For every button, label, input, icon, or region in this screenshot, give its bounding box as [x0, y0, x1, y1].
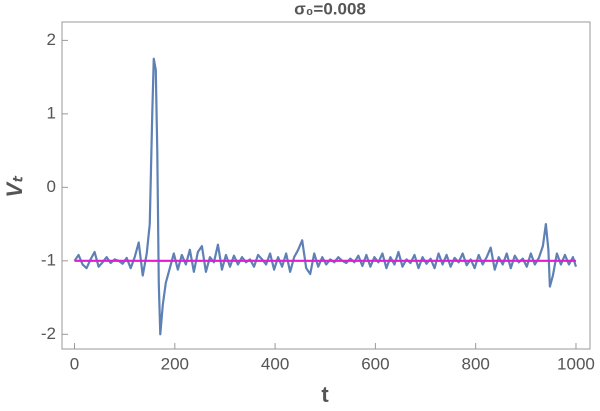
x-tick-label: 1000: [557, 354, 595, 373]
x-axis-label: t: [321, 382, 329, 407]
series-line: [73, 57, 578, 336]
x-tick-label: 200: [161, 354, 189, 373]
chart-title: σ₀=0.008: [294, 0, 366, 18]
x-tick-label: 600: [361, 354, 389, 373]
x-tick-label: 800: [461, 354, 489, 373]
y-tick-label: 1: [47, 103, 56, 122]
x-tick-label: 0: [70, 354, 79, 373]
y-tick-label: -2: [41, 324, 56, 343]
x-tick-label: 400: [261, 354, 289, 373]
y-tick-label: 2: [47, 30, 56, 49]
plot-frame: [61, 21, 591, 350]
y-tick-label: -1: [41, 250, 56, 269]
y-axis-label: Vₜ: [2, 175, 27, 198]
y-tick-label: 0: [47, 177, 56, 196]
